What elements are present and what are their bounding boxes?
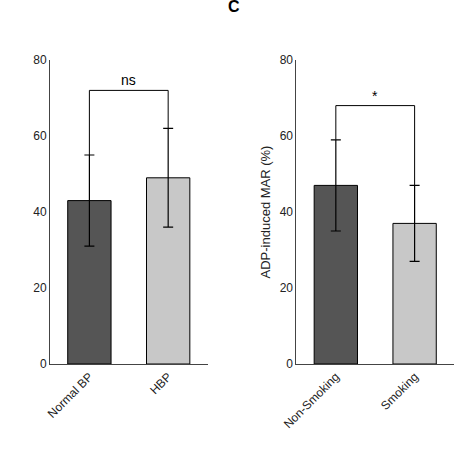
svg-text:80: 80 [33, 53, 47, 67]
svg-text:40: 40 [280, 205, 294, 219]
svg-text:0: 0 [286, 357, 293, 371]
svg-text:C: C [228, 0, 240, 15]
svg-text:0: 0 [40, 357, 47, 371]
svg-text:ADP-induced MAR (%): ADP-induced MAR (%) [258, 146, 273, 279]
svg-text:20: 20 [33, 281, 47, 295]
svg-text:80: 80 [280, 53, 294, 67]
svg-text:HBP: HBP [147, 370, 174, 397]
svg-text:Non-Smoking: Non-Smoking [281, 370, 342, 431]
svg-text:*: * [372, 88, 378, 104]
svg-text:40: 40 [33, 205, 47, 219]
svg-text:ns: ns [121, 72, 136, 88]
svg-text:60: 60 [33, 129, 47, 143]
svg-text:Normal BP: Normal BP [45, 370, 96, 421]
svg-text:60: 60 [280, 129, 294, 143]
svg-text:20: 20 [280, 281, 294, 295]
svg-text:Smoking: Smoking [378, 370, 421, 413]
